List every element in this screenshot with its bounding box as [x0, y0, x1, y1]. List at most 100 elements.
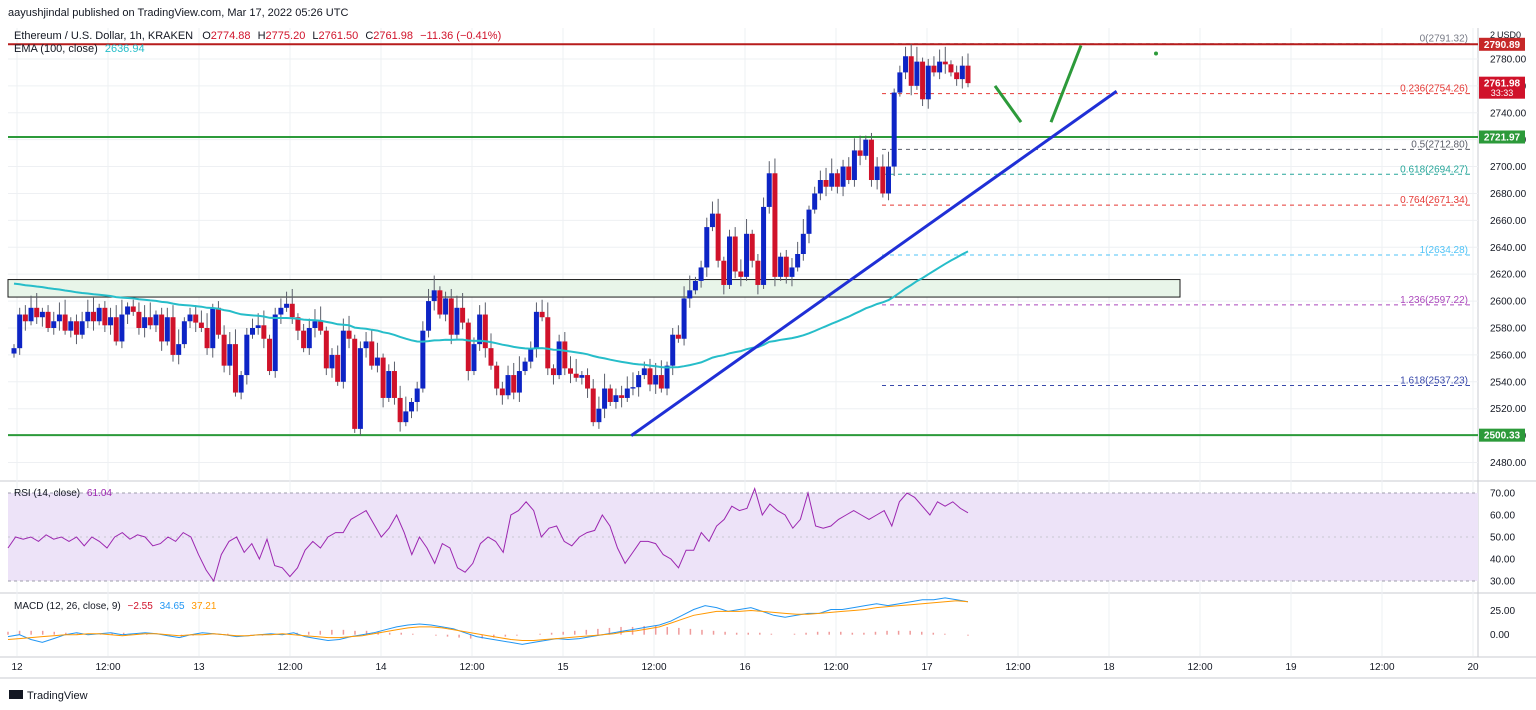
candle-body: [653, 375, 659, 385]
fib-level-label: 0.236(2754.26): [1400, 84, 1468, 95]
y-tick-label: 2520.00: [1490, 404, 1527, 415]
candle-body: [374, 357, 380, 366]
rsi-title: RSI (14, close): [14, 488, 80, 499]
y-tick-label: 2740.00: [1490, 108, 1527, 119]
macd-tick-label: 0.00: [1490, 630, 1510, 641]
candle-body: [85, 311, 91, 322]
candle-body: [454, 307, 460, 335]
macd-hist-value: 37.21: [191, 601, 216, 612]
rsi-tick-label: 30.00: [1490, 577, 1515, 588]
candle-body: [516, 371, 522, 393]
candle-body: [602, 388, 608, 409]
candle-body: [329, 354, 335, 369]
price-badge-value: 2500.33: [1484, 431, 1521, 442]
rsi-tick-label: 60.00: [1490, 511, 1515, 522]
candle-body: [942, 61, 948, 65]
candle-body: [715, 213, 721, 261]
x-tick-label: 20: [1467, 662, 1479, 673]
fib-level-label: 1.236(2597.22): [1400, 295, 1468, 306]
candle-body: [51, 321, 57, 328]
candle-body: [238, 375, 244, 393]
candle-body: [386, 371, 392, 398]
candle-body: [670, 334, 676, 366]
candle-body: [834, 173, 840, 187]
candle-body: [727, 236, 732, 285]
fib-level-label: 0.5(2712.80): [1411, 139, 1468, 150]
macd-signal-line: [7, 600, 969, 641]
candle-body: [443, 298, 449, 315]
y-tick-label: 2640.00: [1490, 243, 1527, 254]
candle-body: [550, 368, 556, 376]
candle-body: [596, 408, 602, 423]
candle-body: [857, 150, 863, 156]
projection-dot: [1154, 51, 1158, 56]
candle-body: [658, 375, 664, 389]
candle-body: [221, 334, 227, 366]
ohlc-close-value: 2761.98: [373, 30, 413, 42]
y-tick-label: 2780.00: [1490, 54, 1527, 65]
candle-body: [795, 254, 801, 268]
candle-body: [204, 327, 210, 349]
ohlc-open-value: 2774.88: [211, 30, 251, 42]
price-badge-countdown: 33:33: [1491, 88, 1514, 98]
candle-body: [426, 301, 432, 331]
tradingview-logo[interactable]: TradingView: [9, 690, 88, 702]
fib-level-label: 0(2791.32): [1420, 34, 1468, 45]
candle-body: [352, 338, 358, 429]
candle-body: [34, 307, 40, 318]
price-badge: [1479, 37, 1525, 51]
candle-body: [607, 388, 613, 402]
candle-body: [278, 307, 284, 315]
rsi-line: [7, 487, 969, 583]
rsi-tick-label: 70.00: [1490, 489, 1515, 500]
candle-body: [414, 388, 420, 402]
candle-body: [346, 330, 352, 339]
candle-body: [766, 173, 772, 207]
candle-body: [800, 233, 806, 254]
candle-body: [437, 290, 443, 315]
candle-body: [920, 61, 926, 100]
candle-body: [312, 321, 318, 328]
candle-body: [840, 166, 846, 187]
pane-zero: 0: [1516, 30, 1521, 40]
candle-body: [108, 317, 114, 326]
candle-body: [482, 314, 488, 349]
candle-body: [692, 280, 698, 291]
candle-body: [215, 307, 221, 335]
tradingview-logo-icon: [9, 690, 23, 699]
candle-body: [68, 321, 74, 331]
rsi-tick-label: 50.00: [1490, 533, 1515, 544]
candle-body: [528, 348, 534, 362]
candle-body: [903, 56, 909, 73]
candle-body: [306, 327, 312, 349]
candle-body: [772, 173, 778, 277]
candle-body: [619, 395, 625, 398]
candle-body: [931, 65, 937, 73]
fib-level-label: 1.618(2537.23): [1400, 376, 1468, 387]
candle-body: [641, 368, 647, 376]
price-badge: [1479, 76, 1525, 99]
x-tick-label: 12:00: [1005, 662, 1030, 673]
y-tick-label: 2480.00: [1490, 458, 1527, 469]
candle-body: [874, 166, 880, 181]
candle-body: [357, 348, 363, 429]
candle-body: [136, 311, 142, 328]
candle-body: [45, 311, 51, 328]
candle-body: [539, 311, 545, 318]
candle-body: [624, 388, 630, 398]
candle-body: [925, 65, 931, 100]
ema-value: 2636.94: [105, 43, 145, 55]
candle-body: [380, 357, 386, 398]
y-tick-label: 2620.00: [1490, 270, 1527, 281]
x-tick-label: 17: [921, 662, 933, 673]
candle-body: [210, 307, 216, 349]
candle-body: [403, 411, 409, 423]
candle-body: [556, 341, 562, 376]
candle-body: [545, 317, 551, 369]
x-tick-label: 12:00: [641, 662, 666, 673]
candle-body: [579, 375, 585, 378]
candle-body: [914, 61, 920, 86]
candle-body: [272, 314, 278, 372]
candle-body: [778, 256, 784, 277]
